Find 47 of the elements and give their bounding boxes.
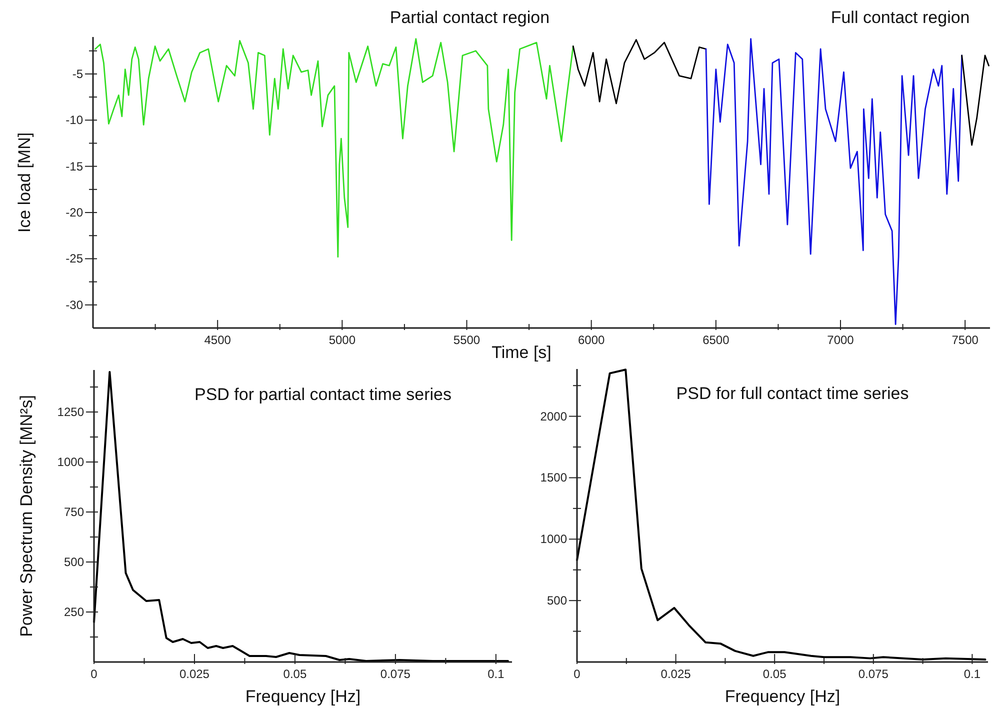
x-tick-label: 0.025 [179,667,210,681]
text: PSD for full contact time series [676,384,909,403]
text: Full contact region [830,8,970,27]
y-tick-label: -20 [66,206,84,220]
x-tick-label: 0.1 [488,667,505,681]
x-tick-label: 4500 [204,333,232,347]
x-tick-label: 6500 [702,333,730,347]
y-tick-label: 500 [64,555,84,569]
y-tick-label: 2000 [540,409,568,424]
y-tick-label: 1000 [540,532,568,546]
x-tick-label: 0.075 [858,667,889,681]
y-tick-label: 1000 [57,455,84,469]
line-series [961,54,990,146]
y-tick-label: 1250 [57,405,84,419]
x-tick-label: 0.1 [964,667,981,681]
x-tick-label: 0 [574,667,581,681]
text: PSD for partial contact time series [194,385,452,404]
line-series [94,38,574,258]
x-tick-label: 0.025 [660,667,692,681]
line-series [576,368,986,661]
y-tick-label: -10 [66,113,84,128]
x-tick-label: 5000 [328,333,356,347]
x-tick-label: 0.05 [762,667,787,681]
y-tick-label: -25 [66,252,84,266]
x-tick-label: 0.05 [283,667,307,681]
y-tick-label: 1500 [540,470,568,485]
y-axis-title: Power Spectrum Density [MN²s] [17,395,36,637]
line-series [572,39,707,104]
x-tick-label: 7000 [827,333,854,347]
y-tick-label: 500 [546,594,568,608]
x-tick-label: 7500 [952,333,979,347]
x-tick-label: 0 [90,667,98,681]
y-tick-label: 750 [64,505,84,519]
x-tick-label: 5500 [453,333,480,347]
x-axis-title: Frequency [Hz] [245,687,361,706]
y-tick-label: 250 [64,605,84,619]
x-axis-title: Time [s] [492,343,552,362]
text: Partial contact region [390,8,550,27]
x-tick-label: 0.075 [380,667,411,681]
y-tick-label: -15 [66,159,84,174]
line-series [93,371,509,662]
y-tick-label: -5 [72,66,84,81]
line-series [705,38,963,326]
y-tick-label: -30 [66,298,84,312]
x-tick-label: 6000 [578,333,606,347]
y-axis-title: Ice load [MN] [15,132,34,233]
x-axis-title: Frequency [Hz] [724,687,840,706]
